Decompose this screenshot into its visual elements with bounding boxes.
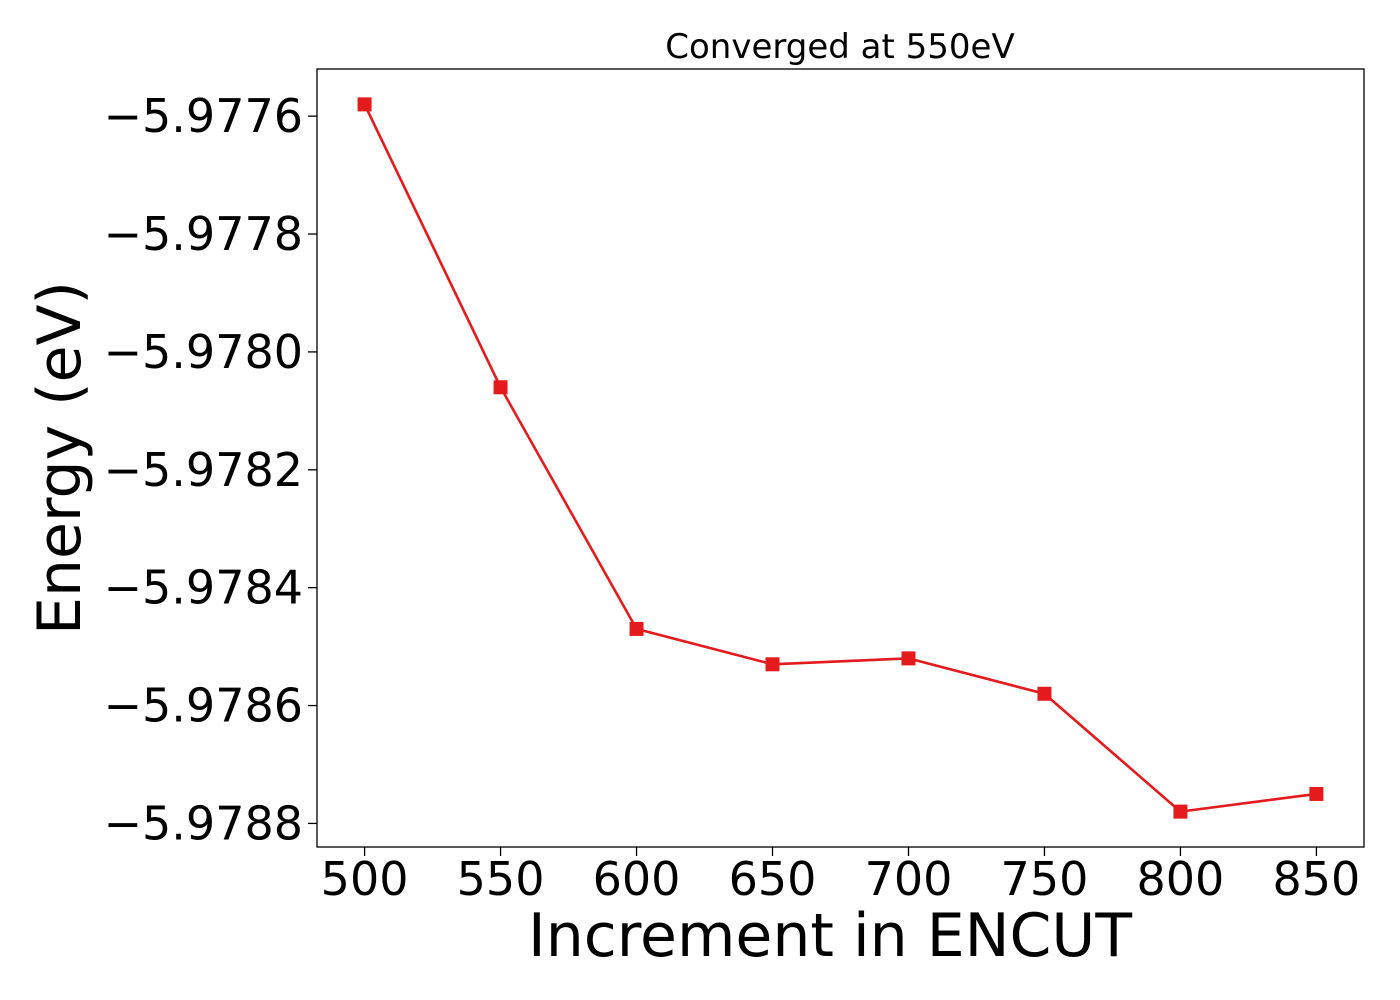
x-tick-label: 800	[1137, 852, 1225, 906]
y-axis-ticks: −5.9776 −5.9778 −5.9780 −5.9782 −5.9784 −5.97…	[104, 89, 317, 850]
y-tick-label: −5.9780	[104, 325, 304, 379]
y-tick-label: −5.9776	[104, 89, 304, 143]
y-tick-label: −5.9786	[104, 679, 304, 733]
x-tick-label: 750	[1001, 852, 1089, 906]
series-layer	[357, 97, 1324, 819]
x-axis-label: Increment in ENCUT	[528, 901, 1132, 971]
x-tick-label: 650	[729, 852, 817, 906]
x-tick-label: 500	[321, 852, 409, 906]
data-point-marker	[1037, 686, 1052, 701]
x-tick-label: 700	[865, 852, 953, 906]
plot-frame	[316, 68, 1365, 848]
y-tick-label: −5.9782	[104, 443, 304, 497]
y-tick-label: −5.9784	[104, 561, 304, 615]
data-point-marker	[1309, 786, 1324, 801]
data-point-marker	[629, 621, 644, 636]
x-tick-label: 550	[457, 852, 545, 906]
data-point-marker	[357, 97, 372, 112]
data-point-marker	[901, 651, 916, 666]
y-tick-label: −5.9778	[104, 207, 304, 261]
x-tick-label: 850	[1273, 852, 1361, 906]
series-line	[363, 103, 1317, 813]
y-axis-label: Energy (eV)	[25, 281, 95, 635]
chart-title: Converged at 550eV	[665, 27, 1014, 67]
x-tick-label: 600	[593, 852, 681, 906]
data-point-marker	[493, 380, 508, 395]
x-axis-ticks: 500 550 600 650 700 750 800 850	[321, 847, 1361, 906]
data-point-marker	[765, 657, 780, 672]
data-point-marker	[1173, 804, 1188, 819]
y-tick-label: −5.9788	[104, 796, 304, 850]
